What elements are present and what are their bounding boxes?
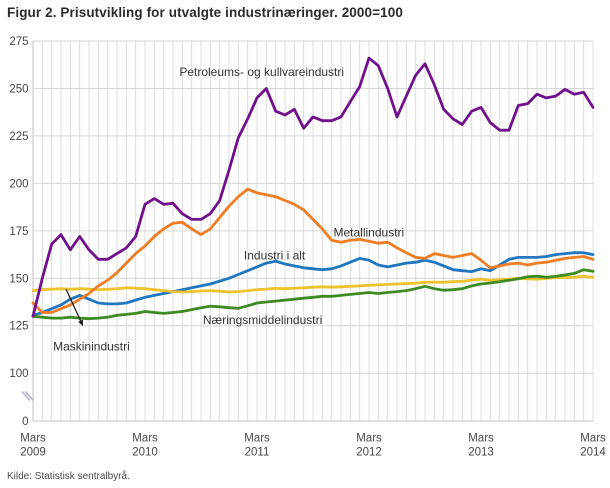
- series-line-metall: [31, 187, 595, 314]
- source-note: Kilde: Statistisk sentralbyrå.: [7, 471, 130, 482]
- y-tick-label: 225: [9, 131, 28, 143]
- y-tick-label: 275: [9, 36, 28, 48]
- series-label: Petroleums- og kullvareindustri: [179, 65, 344, 79]
- x-tick-label: 2013: [468, 447, 494, 459]
- x-tick-label: Mars: [356, 433, 382, 445]
- y-tick-label: 125: [9, 321, 28, 333]
- x-tick-label: 2012: [356, 447, 382, 459]
- axis-break-icon: [21, 390, 31, 402]
- x-tick-label: Mars: [244, 433, 270, 445]
- x-tick-label: 2010: [132, 447, 158, 459]
- y-tick-label: 250: [9, 83, 28, 95]
- x-tick-label: Mars: [20, 433, 46, 445]
- x-tick-label: 2009: [20, 447, 46, 459]
- y-tick-label: 200: [9, 178, 28, 190]
- series-line-petroleum: [31, 56, 595, 318]
- y-tick-label: 100: [9, 368, 28, 380]
- x-tick-label: 2011: [245, 447, 270, 459]
- axis-break-icon: [24, 390, 35, 402]
- chart-title: Figur 2. Prisutvikling for utvalgte indu…: [7, 5, 403, 20]
- x-tick-label: Mars: [468, 433, 494, 445]
- x-tick-label: Mars: [580, 433, 606, 445]
- annotation-arrowhead: [78, 319, 83, 327]
- y-tick-label: 150: [9, 273, 28, 285]
- series-line-naeringsmiddel: [31, 268, 595, 321]
- y-tick-label: 0: [22, 416, 28, 428]
- series-label: Metallindustri: [334, 226, 405, 240]
- series-line-maskin: [31, 274, 595, 294]
- series-label: Industri i alt: [244, 248, 306, 262]
- series-label: Næringsmiddelindustri: [203, 313, 322, 327]
- x-tick-label: Mars: [132, 433, 158, 445]
- x-tick-label: 2014: [580, 447, 606, 459]
- annotation-arrow: [65, 288, 82, 321]
- y-tick-label: 175: [9, 226, 28, 238]
- series-label: Maskinindustri: [53, 339, 130, 353]
